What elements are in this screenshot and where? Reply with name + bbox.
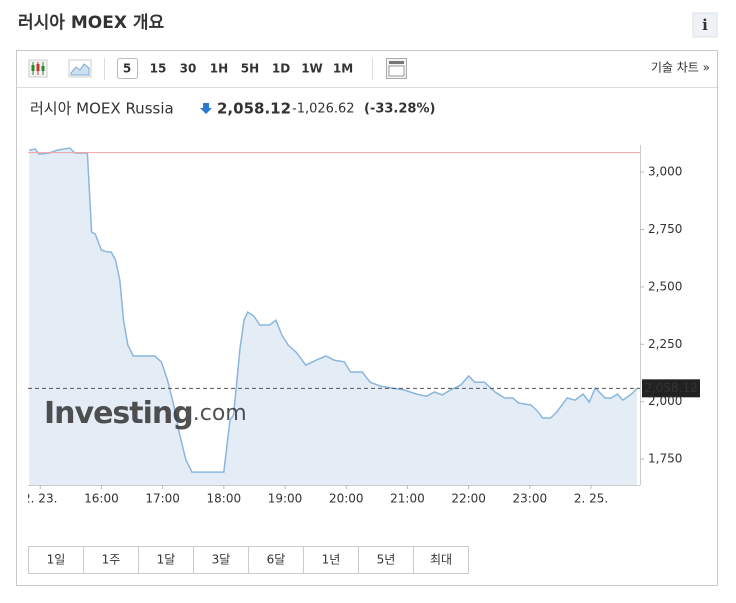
technical-chart-link[interactable]: 기술 차트 »	[651, 61, 710, 75]
x-tick-label: 18:00	[207, 492, 242, 506]
range-button[interactable]	[413, 546, 469, 574]
range-button[interactable]	[358, 546, 414, 574]
area	[29, 148, 637, 485]
price: 2,058.12	[217, 100, 291, 118]
down-arrow	[200, 103, 212, 114]
last-price-box	[642, 379, 700, 398]
range-button[interactable]	[193, 546, 249, 574]
x-tick-label: 22:00	[451, 492, 486, 506]
plot: Investing.com 2,058.12 1,750 2,000 2,250 2,50…	[23, 145, 700, 506]
instrument-name: 러시아 MOEX Russia	[30, 100, 174, 118]
x-tick-label: 20:00	[329, 492, 364, 506]
range-label[interactable]: 1년	[322, 553, 341, 567]
x-tick-label: 17:00	[145, 492, 180, 506]
panel	[16, 50, 718, 586]
y-tick-label: 3,000	[648, 165, 682, 179]
x-tick-label: 16:00	[84, 492, 119, 506]
range-label[interactable]: 1일	[47, 553, 66, 567]
x-tick-label: 21:00	[390, 492, 425, 506]
interval-button[interactable]: 5H	[241, 62, 259, 76]
range-label[interactable]: 3달	[212, 553, 231, 567]
layout-icon[interactable]	[386, 58, 407, 79]
range-bar: 1일 1주 1달 3달 6달 1년 5년 최대	[28, 546, 469, 574]
price-line	[29, 147, 638, 473]
page-title: 러시아 MOEX 개요	[18, 13, 164, 33]
watermark-suffix: .com	[193, 401, 247, 426]
y-tick-label: 2,500	[648, 279, 682, 293]
x-tick-label: 2. 23.	[23, 492, 57, 506]
info-icon[interactable]: i	[702, 16, 708, 34]
range-label[interactable]: 6달	[267, 553, 286, 567]
interval-button[interactable]: 1W	[301, 62, 323, 76]
interval-button[interactable]: 1H	[210, 62, 228, 76]
interval-button[interactable]: 15	[150, 62, 167, 76]
range-label[interactable]: 1달	[157, 553, 176, 567]
x-tick-label: 23:00	[513, 492, 548, 506]
interval-button[interactable]: 30	[180, 62, 197, 76]
area-icon[interactable]	[68, 59, 92, 78]
range-button[interactable]	[248, 546, 304, 574]
x-tick-label: 2. 25.	[574, 492, 608, 506]
info-button[interactable]	[692, 12, 718, 38]
selected-interval	[117, 58, 138, 79]
y-tick-label: 2,750	[648, 222, 682, 236]
y-tick-label: 2,000	[648, 394, 682, 408]
watermark-brand: Investing	[44, 396, 193, 431]
x-tick-label: 19:00	[268, 492, 303, 506]
interval-button[interactable]: 1M	[333, 62, 353, 76]
range-button[interactable]	[303, 546, 359, 574]
range-label[interactable]: 5년	[377, 553, 396, 567]
range-button[interactable]	[138, 546, 194, 574]
watermark: Investing.com	[44, 396, 247, 431]
y-tick-label: 1,750	[648, 452, 682, 466]
last-price-label: 2,058.12	[644, 381, 697, 395]
interval-button[interactable]: 1D	[272, 62, 290, 76]
range-label[interactable]: 1주	[102, 553, 121, 567]
y-tick-label: 2,250	[648, 337, 682, 351]
change-percent: (-33.28%)	[364, 102, 435, 117]
interval-button[interactable]: 5	[123, 62, 131, 76]
range-label[interactable]: 최대	[430, 553, 452, 567]
change: -1,026.62	[292, 102, 355, 117]
candle-icon[interactable]	[28, 59, 48, 78]
range-button[interactable]	[28, 546, 84, 574]
